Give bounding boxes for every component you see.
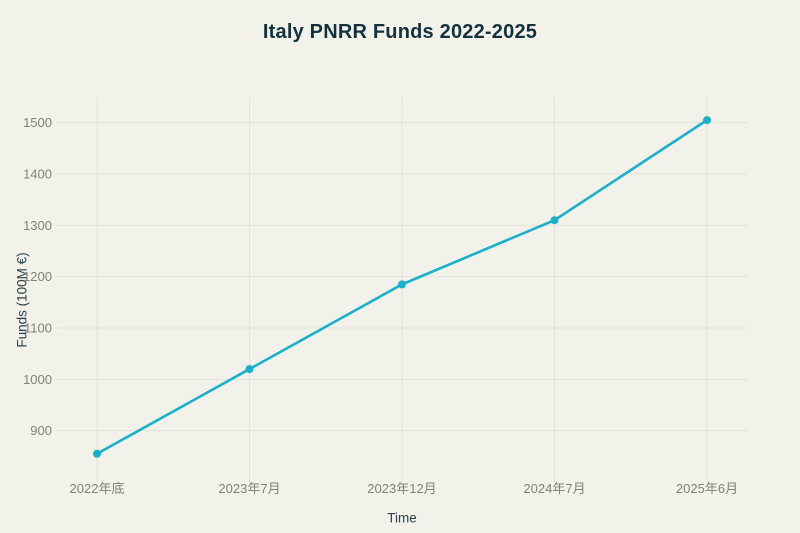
data-point [245, 365, 254, 374]
x-tick-label: 2025年6月 [676, 481, 738, 496]
x-axis-label: Time [387, 510, 417, 526]
data-point [398, 280, 406, 289]
x-tick-label: 2023年7月 [218, 481, 280, 496]
data-point [93, 449, 101, 458]
x-tick-label: 2022年底 [70, 481, 125, 496]
y-tick-label: 1000 [23, 372, 52, 387]
y-tick-label: 1500 [23, 115, 52, 130]
y-tick-label: 1100 [24, 321, 52, 336]
y-tick-label: 1200 [23, 269, 52, 284]
data-point [550, 216, 559, 225]
y-tick-label: 1300 [23, 218, 52, 233]
chart-title: Italy PNRR Funds 2022-2025 [262, 21, 538, 43]
x-tick-label: 2023年12月 [367, 481, 436, 496]
y-tick-label: 1400 [23, 167, 52, 182]
x-tick-label: 2024年7月 [523, 481, 585, 496]
y-tick-label: 900 [30, 423, 52, 438]
data-point [703, 116, 711, 125]
